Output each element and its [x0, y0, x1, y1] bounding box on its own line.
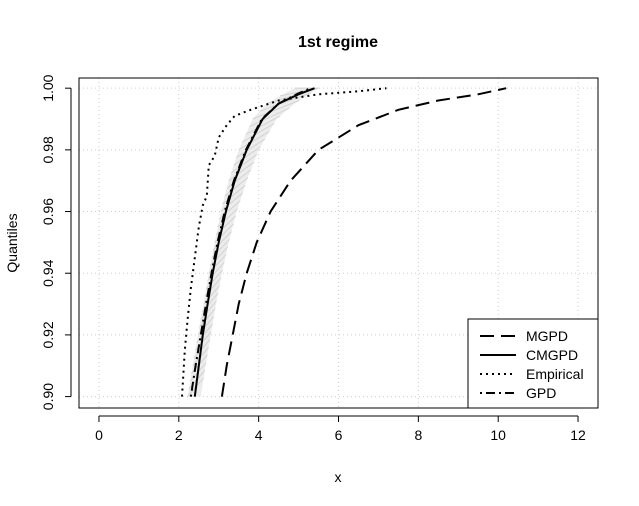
series-line-cmgpd: [193, 87, 315, 397]
band-stroke-5: [193, 339, 211, 359]
band-stroke-19: [212, 231, 232, 251]
chart-title: 1st regime: [298, 34, 378, 51]
band-stroke-31: [235, 138, 266, 158]
band-stroke-21: [215, 215, 236, 236]
x-axis-label: x: [335, 469, 342, 485]
y-tick-label-1: 0.92: [40, 321, 56, 348]
y-tick-label-2: 0.94: [40, 259, 56, 286]
x-axis: 0 2 4 6 8 10 12: [95, 415, 586, 443]
band-stroke-30: [233, 146, 261, 166]
y-tick-label-5: 1.00: [40, 74, 56, 101]
band-area: [187, 88, 319, 397]
legend-label-empirical: Empirical: [526, 366, 584, 382]
series-line-empirical: [181, 87, 387, 397]
y-tick-label-3: 0.96: [40, 198, 56, 225]
band-stroke-35: [248, 107, 290, 128]
plot-frame: [78, 77, 599, 409]
y-axis-label: Quantiles: [4, 213, 20, 272]
x-tick-label-4: 8: [414, 427, 422, 443]
legend-label-gpd: GPD: [526, 385, 556, 401]
series-line-gpd: [189, 87, 311, 397]
band-stroke-34: [245, 115, 281, 135]
confidence-band: [187, 87, 319, 397]
band-stroke-33: [241, 123, 275, 143]
x-tick-label-5: 10: [490, 427, 506, 443]
x-tick-label-3: 6: [335, 427, 343, 443]
band-stroke-22: [217, 208, 239, 228]
band-stroke-26: [224, 177, 249, 197]
band-stroke-27: [226, 169, 252, 189]
band-stroke-32: [238, 130, 270, 151]
band-stroke-17: [209, 246, 229, 266]
legend-label-cmgpd: CMGPD: [526, 347, 578, 363]
x-tick-label-1: 2: [175, 427, 183, 443]
legend-label-mgpd: MGPD: [526, 328, 568, 344]
band-stroke-28: [228, 161, 255, 182]
y-axis: 0.90 0.92 0.94 0.96 0.98 1.00: [40, 74, 72, 410]
series-line-mgpd: [220, 87, 507, 397]
band-stroke-36: [252, 100, 300, 120]
band-stroke-24: [220, 192, 244, 212]
series-lines: [181, 87, 507, 397]
x-tick-label-6: 12: [570, 427, 586, 443]
y-tick-label-4: 0.98: [40, 136, 56, 163]
band-stroke-29: [230, 154, 258, 174]
x-tick-label-2: 4: [255, 427, 263, 443]
band-stroke-10: [200, 300, 217, 320]
band-stroke-25: [222, 184, 246, 205]
legend: MGPD CMGPD Empirical GPD: [467, 318, 599, 409]
y-tick-label-0: 0.90: [40, 383, 56, 410]
band-stroke-14: [205, 269, 223, 289]
x-tick-label-0: 0: [95, 427, 103, 443]
band-stroke-9: [198, 308, 216, 328]
